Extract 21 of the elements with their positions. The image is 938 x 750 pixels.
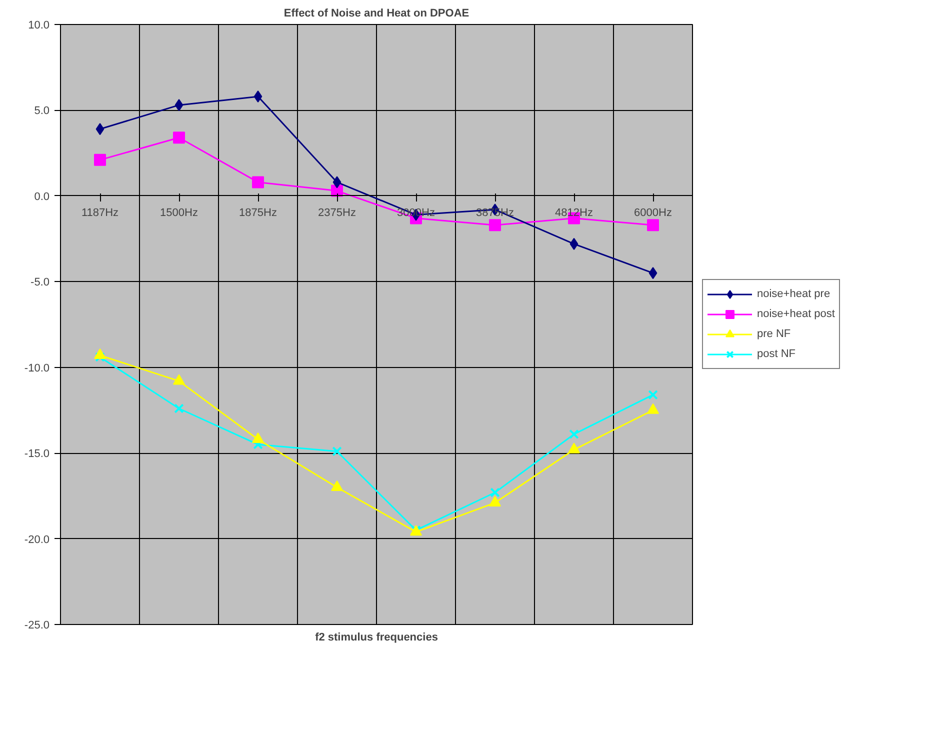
- y-tick-label: 10.0: [28, 20, 50, 32]
- y-tick-label: -5.0: [30, 276, 50, 289]
- legend-label: post NF: [757, 348, 796, 360]
- x-axis-title: f2 stimulus frequencies: [315, 632, 438, 644]
- x-tick-label: 6000Hz: [634, 206, 672, 219]
- y-tick-label: -20.0: [24, 534, 50, 546]
- y-tick-label: 5.0: [34, 105, 50, 118]
- x-tick-label: 1875Hz: [239, 206, 277, 219]
- y-tick-label: -15.0: [24, 448, 50, 460]
- y-tick-label: 0.0: [34, 190, 50, 203]
- legend-label: pre NF: [757, 328, 791, 340]
- legend-label: noise+heat post: [757, 308, 835, 320]
- x-tick-label: 4812Hz: [555, 206, 593, 219]
- x-tick-label: 1500Hz: [160, 206, 198, 219]
- y-tick-label: -25.0: [24, 620, 50, 632]
- x-tick-label: 3000Hz: [397, 206, 435, 219]
- y-tick-label: -10.0: [24, 362, 50, 374]
- x-tick-label: 1187Hz: [81, 206, 119, 219]
- x-tick-label: 2375Hz: [318, 206, 356, 219]
- chart-title: Effect of Noise and Heat on DPOAE: [284, 8, 470, 20]
- legend-label: noise+heat pre: [757, 288, 830, 300]
